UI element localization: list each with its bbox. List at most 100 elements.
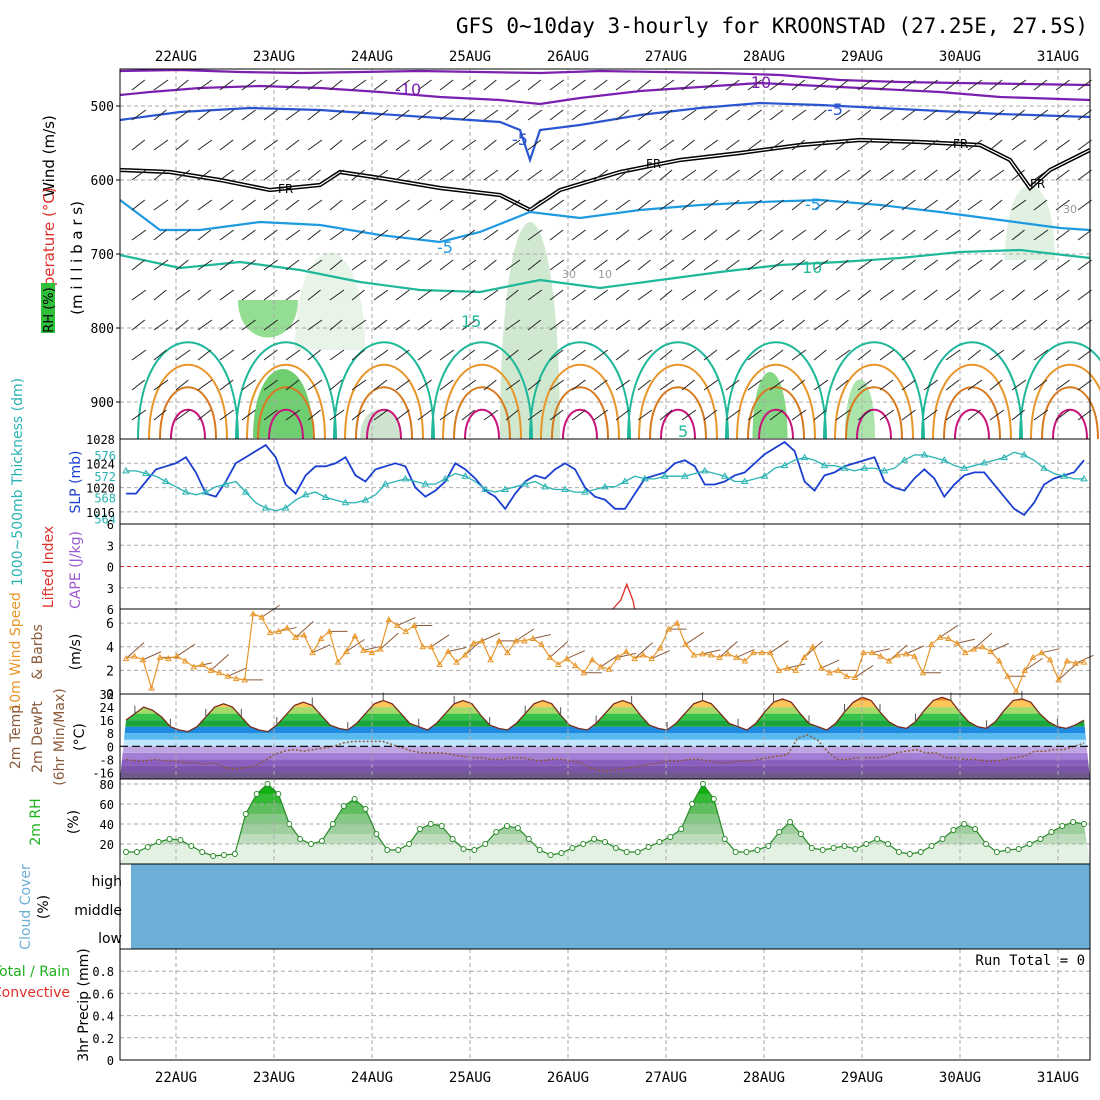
wind-barb bbox=[285, 79, 300, 91]
wind-barb bbox=[1055, 199, 1070, 211]
wind-speed-marker bbox=[987, 647, 995, 654]
wind-barb bbox=[131, 109, 147, 121]
rh-marker bbox=[210, 853, 217, 859]
wind-barb bbox=[813, 379, 829, 391]
wind-barb bbox=[813, 259, 829, 271]
wind-barb bbox=[593, 79, 608, 91]
contour-label: -5 bbox=[512, 130, 528, 149]
thickness-marker bbox=[641, 474, 649, 482]
wind-barb bbox=[879, 319, 894, 331]
rh-marker bbox=[852, 846, 859, 852]
wind-barb bbox=[725, 349, 740, 361]
wind-barb bbox=[703, 319, 719, 331]
isotherm bbox=[235, 341, 337, 440]
wind-barb bbox=[1077, 289, 1092, 301]
date-label: 31AUG bbox=[1037, 49, 1079, 65]
wind-barb bbox=[285, 109, 301, 121]
tick-label: 0.8 bbox=[92, 965, 114, 979]
wind-barb bbox=[219, 229, 235, 241]
wind-barb bbox=[659, 349, 673, 361]
wind-speed-marker bbox=[648, 655, 655, 662]
wind-barb bbox=[901, 289, 916, 301]
wind-barb bbox=[989, 199, 1003, 211]
wind-barb bbox=[989, 169, 1005, 181]
isotherm bbox=[268, 408, 304, 440]
wind-barb bbox=[1055, 379, 1070, 391]
wind-speed-marker bbox=[283, 624, 291, 631]
wind-barb bbox=[813, 109, 827, 121]
wind-barb bbox=[923, 139, 938, 151]
thickness-marker bbox=[980, 458, 989, 466]
upper-air-panel: -10 -10 -5 -5 FR FR FR FR -5 -5 10 15 5 … bbox=[40, 68, 1100, 441]
isotherm bbox=[562, 408, 598, 440]
wind-barb bbox=[967, 199, 983, 211]
isotherm bbox=[159, 386, 217, 440]
wind-barb bbox=[307, 109, 321, 121]
wind-barb bbox=[1033, 289, 1049, 301]
temp-band bbox=[120, 720, 1090, 727]
wind-speed-marker bbox=[614, 653, 622, 660]
rh-shade bbox=[295, 252, 365, 350]
isotherm bbox=[856, 408, 892, 440]
thickness-marker bbox=[1020, 450, 1029, 458]
rh-marker bbox=[710, 796, 717, 802]
contour-label: -5 bbox=[437, 238, 453, 257]
wind-barb bbox=[483, 379, 497, 391]
wind-barb bbox=[901, 169, 916, 181]
isotherm bbox=[529, 341, 631, 440]
wind-speed-marker bbox=[402, 627, 410, 634]
wind-barb bbox=[527, 199, 542, 211]
contour-label: 10 bbox=[802, 258, 822, 277]
wind-barbs-label: & Barbs bbox=[30, 624, 46, 680]
wind-speed-marker bbox=[1080, 658, 1088, 665]
wind-barb bbox=[923, 259, 938, 271]
wind-speed-marker bbox=[995, 657, 1003, 664]
wind-barb bbox=[153, 139, 169, 151]
wind-barb bbox=[527, 259, 542, 271]
rh-marker bbox=[928, 843, 935, 849]
wind-barb bbox=[175, 349, 191, 361]
wind-barb bbox=[747, 349, 762, 361]
rh-marker bbox=[547, 852, 554, 858]
wind-speed-marker bbox=[588, 656, 596, 663]
date-label: 25AUG bbox=[449, 1070, 491, 1086]
wind-barb bbox=[990, 643, 1009, 652]
wind-barb bbox=[791, 259, 806, 271]
wind-barb bbox=[1011, 169, 1025, 181]
wind-barb bbox=[329, 229, 345, 241]
wind-speed-marker bbox=[605, 665, 613, 672]
rh-marker bbox=[242, 811, 249, 817]
date-label: 24AUG bbox=[351, 1070, 393, 1086]
wind-barb bbox=[791, 199, 806, 211]
wind-barb bbox=[967, 109, 981, 121]
wind-speed-marker bbox=[529, 634, 537, 642]
wind-barb bbox=[879, 109, 895, 121]
wind-barb bbox=[1033, 319, 1048, 331]
wind-barb bbox=[945, 349, 961, 361]
wind-barb bbox=[439, 259, 454, 271]
wind-barb bbox=[483, 349, 499, 361]
wind-barb bbox=[879, 349, 895, 361]
wind-barb bbox=[615, 109, 630, 121]
date-label: 28AUG bbox=[743, 1070, 785, 1086]
rh-marker bbox=[743, 849, 750, 855]
wind-barb bbox=[197, 169, 212, 181]
wind-speed-marker bbox=[207, 666, 215, 673]
wind-barb bbox=[373, 289, 389, 301]
rh-marker bbox=[1026, 841, 1033, 847]
wind-barb bbox=[285, 169, 301, 181]
wind-barb bbox=[593, 379, 608, 391]
wind-barb bbox=[637, 229, 653, 241]
wind-speed-marker bbox=[741, 657, 749, 664]
rh-series bbox=[123, 781, 1087, 859]
wind-barb bbox=[901, 109, 916, 121]
wind-barb bbox=[142, 651, 162, 661]
precip-total-label: Total / Rain bbox=[0, 964, 70, 980]
wind-barb bbox=[1011, 199, 1027, 211]
wind-barb bbox=[945, 289, 961, 301]
rh-marker bbox=[961, 821, 968, 827]
wind-barb bbox=[351, 289, 365, 301]
wind-barb bbox=[681, 79, 695, 91]
rh-marker bbox=[1048, 829, 1055, 835]
